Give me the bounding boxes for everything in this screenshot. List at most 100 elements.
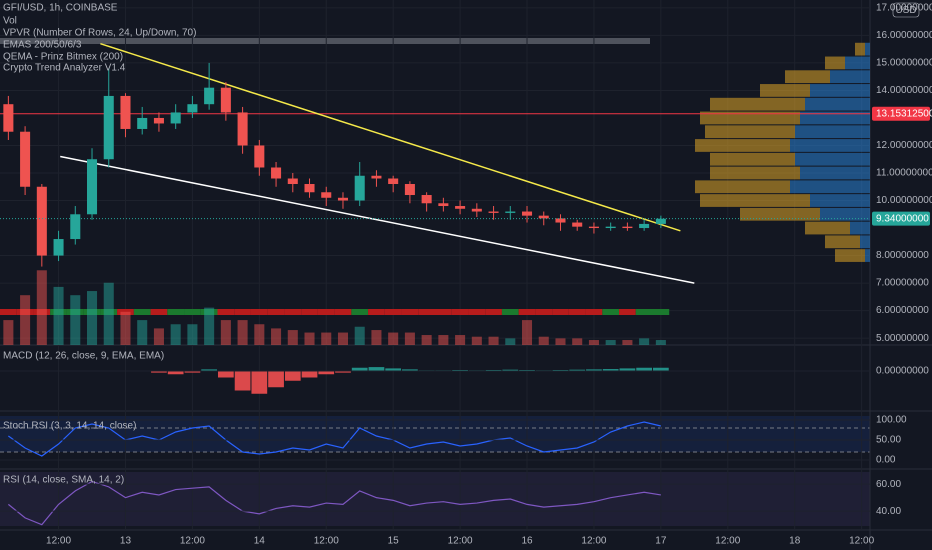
candle-body	[538, 215, 549, 219]
candle-body	[120, 95, 131, 129]
vpvr-down	[805, 221, 850, 235]
indicator: VPVR (Number Of Rows, 24, Up/Down, 70)	[3, 28, 196, 39]
macd-bar	[619, 368, 636, 371]
y-tick-label: 0.00	[876, 455, 896, 466]
y-tick-label: 6.00000000	[876, 305, 929, 316]
vpvr-up	[820, 207, 870, 221]
x-tick-label: 12:00	[180, 536, 205, 547]
macd-bar	[268, 371, 284, 388]
macd-title: MACD (12, 26, close, 9, EMA, EMA)	[3, 351, 164, 362]
vpvr-down	[700, 111, 800, 125]
volume-bar	[505, 338, 516, 345]
indicator: EMAS 200/50/6/3	[3, 40, 82, 51]
candle-body	[20, 131, 31, 187]
macd-bar	[335, 371, 351, 373]
volume-bar	[337, 332, 348, 345]
trend-signal	[602, 309, 620, 315]
candle-body	[304, 184, 315, 193]
candle-body	[588, 226, 599, 229]
trend-signal	[568, 309, 586, 315]
vpvr-up	[800, 111, 870, 125]
volume-bar	[655, 340, 666, 345]
macd-bar	[218, 371, 234, 378]
volume-bar	[522, 320, 533, 345]
vpvr-up	[800, 166, 870, 180]
trend-signal	[267, 309, 285, 315]
macd-bar	[167, 371, 184, 375]
trend-signal	[451, 309, 469, 315]
indicator: QEMA - Prinz Bitmex (200)	[3, 52, 123, 63]
vpvr-down	[710, 152, 795, 166]
stoch-band	[0, 416, 870, 452]
volume-bar	[271, 328, 282, 345]
candle-body	[471, 208, 482, 212]
currency[interactable]: USD	[895, 5, 916, 16]
volume-bar	[287, 330, 298, 345]
vpvr-down	[695, 180, 790, 194]
candle-body	[337, 197, 348, 201]
volume-bar	[53, 286, 64, 345]
macd-bar	[151, 371, 167, 373]
macd-bar	[284, 371, 301, 381]
y-tick-label: 0.00000000	[876, 366, 929, 377]
vpvr-down	[710, 166, 800, 180]
candle-body	[287, 178, 298, 185]
trend-signal	[234, 309, 251, 315]
currency-badge[interactable]	[892, 2, 920, 18]
candle-body	[655, 218, 666, 224]
macd-bar	[184, 371, 201, 373]
x-tick-label: 15	[388, 536, 400, 547]
candle-body	[87, 159, 98, 215]
vpvr-down	[740, 207, 820, 221]
vpvr-down	[695, 139, 790, 152]
labels: GFI/USD, 1h, COINBASE Vol VPVR (Number O…	[3, 3, 932, 547]
trend-signal	[619, 309, 636, 315]
trend-signal	[501, 309, 519, 315]
macd-bar	[402, 369, 418, 371]
macd-bar	[251, 371, 268, 394]
macd-bar	[385, 368, 402, 371]
x-tick-label: 12:00	[448, 536, 473, 547]
volume-bar	[20, 295, 31, 345]
volume-bar	[36, 270, 47, 345]
candle-body	[522, 211, 533, 216]
candle-body	[438, 203, 449, 207]
volume-bar	[70, 295, 81, 345]
macd-bar	[234, 371, 251, 391]
macd-bar	[301, 371, 318, 378]
vpvr-down	[825, 235, 860, 249]
x-tick-label: 12:00	[46, 536, 71, 547]
candle-body	[220, 87, 231, 113]
y-tick-label: 5.00000000	[876, 333, 929, 344]
candle-body	[421, 195, 432, 204]
candle-body	[254, 145, 265, 168]
stoch-line	[8, 421, 662, 457]
vpvr-down	[825, 56, 845, 70]
trend-signal	[167, 309, 185, 315]
trend-signal	[150, 309, 168, 315]
vpvr-down	[700, 194, 810, 207]
volume-bar	[588, 340, 599, 345]
y-tick-label: 40.00	[876, 506, 901, 517]
y-tick-label: 100.00	[876, 415, 907, 426]
candle-body	[622, 226, 633, 229]
trend-line	[60, 155, 695, 284]
y-tick-label: 7.00000000	[876, 278, 929, 289]
candle-body	[137, 117, 148, 129]
marks	[0, 0, 870, 530]
vpvr-up	[860, 235, 870, 249]
candle-body	[555, 218, 566, 223]
candle-body	[3, 104, 14, 132]
volume-bar	[455, 335, 466, 345]
trend-signal	[485, 309, 502, 315]
volume-bar	[388, 332, 399, 345]
y-tick-label: 10.00000000	[876, 195, 932, 206]
vpvr-down	[855, 42, 865, 56]
macd-bar	[569, 369, 586, 371]
trend-signal	[184, 309, 201, 315]
vpvr-up	[790, 139, 870, 152]
x-tick-label: 16	[521, 536, 533, 547]
volume-bar	[488, 336, 499, 345]
vpvr-up	[845, 56, 870, 70]
